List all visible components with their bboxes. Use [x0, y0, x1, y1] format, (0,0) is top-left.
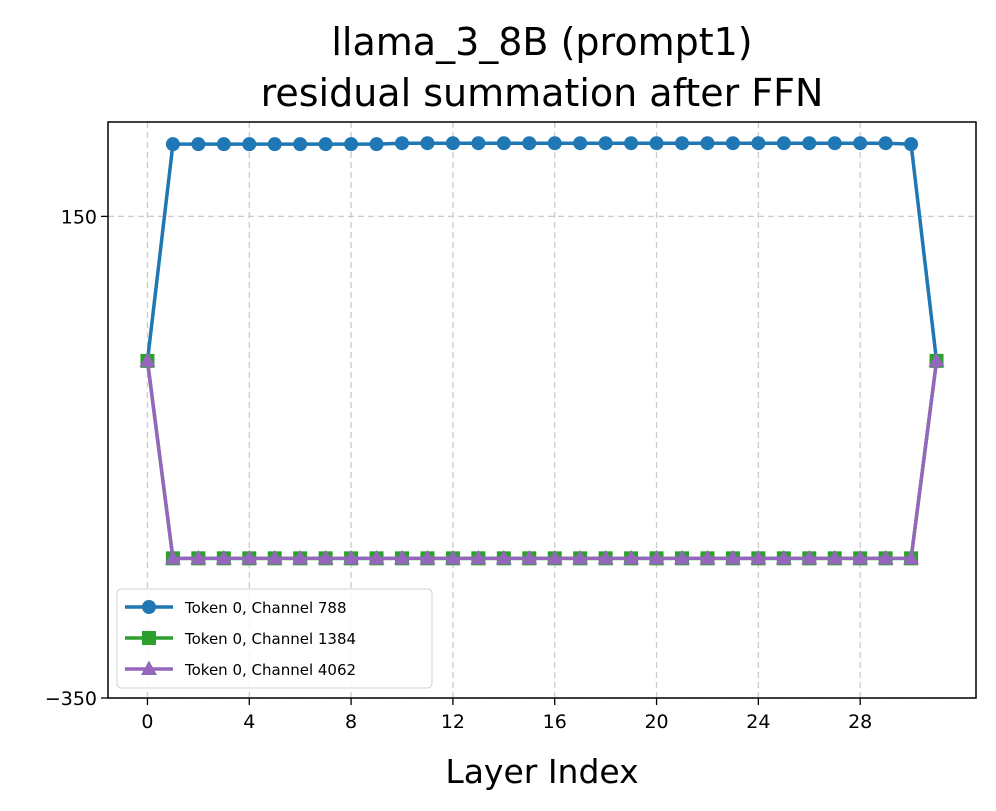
- line: [145, 141, 939, 362]
- marker: [827, 136, 842, 151]
- marker: [292, 549, 309, 565]
- marker: [775, 549, 792, 565]
- marker: [242, 137, 257, 152]
- marker: [241, 549, 258, 565]
- marker: [648, 549, 665, 565]
- marker: [598, 136, 613, 151]
- legend-label: Token 0, Channel 4062: [184, 661, 356, 679]
- y-tick-label: 150: [61, 206, 97, 228]
- chart-title: llama_3_8B (prompt1): [331, 20, 752, 64]
- marker: [802, 136, 817, 151]
- marker: [597, 549, 614, 565]
- marker: [751, 136, 766, 151]
- legend-label: Token 0, Channel 788: [184, 599, 347, 617]
- marker: [444, 549, 461, 565]
- marker: [215, 549, 232, 565]
- y-tick-label: −350: [45, 688, 97, 710]
- marker: [190, 549, 207, 565]
- line: [145, 360, 939, 561]
- marker: [776, 136, 791, 151]
- legend-box: [116, 588, 433, 689]
- legend-item: Token 0, Channel 4062: [125, 660, 356, 679]
- marker: [496, 136, 511, 151]
- marker: [624, 136, 639, 151]
- marker: [725, 136, 740, 151]
- marker: [853, 136, 868, 151]
- x-tick-label: 16: [543, 711, 567, 733]
- marker: [142, 600, 156, 614]
- legend-label: Token 0, Channel 1384: [184, 630, 356, 648]
- chart-title: residual summation after FFN: [261, 71, 824, 115]
- marker: [165, 137, 180, 152]
- x-tick-label: 20: [644, 711, 668, 733]
- marker: [267, 137, 282, 152]
- marker: [904, 137, 919, 152]
- marker: [317, 549, 334, 565]
- marker: [343, 549, 360, 565]
- marker: [750, 549, 767, 565]
- marker: [903, 549, 920, 565]
- marker: [852, 549, 869, 565]
- marker: [495, 549, 512, 565]
- marker: [164, 549, 181, 565]
- marker: [419, 549, 436, 565]
- marker: [522, 136, 537, 151]
- x-axis-label: Layer Index: [445, 752, 638, 791]
- legend-item: Token 0, Channel 788: [125, 599, 347, 617]
- legend-item: Token 0, Channel 1384: [125, 630, 356, 648]
- marker: [724, 549, 741, 565]
- marker: [420, 136, 435, 151]
- marker: [470, 549, 487, 565]
- marker: [826, 549, 843, 565]
- marker: [471, 136, 486, 151]
- x-tick-label: 4: [243, 711, 255, 733]
- x-tick-label: 0: [141, 711, 153, 733]
- marker: [675, 136, 689, 151]
- marker: [521, 549, 538, 565]
- marker: [395, 136, 409, 151]
- x-tick-label: 8: [345, 711, 357, 733]
- x-tick-label: 24: [746, 711, 770, 733]
- marker: [878, 136, 893, 151]
- marker: [293, 137, 308, 152]
- line: [145, 360, 939, 561]
- marker: [141, 660, 157, 675]
- marker: [216, 137, 231, 152]
- marker: [674, 549, 690, 565]
- marker: [344, 137, 359, 152]
- x-tick-label: 12: [441, 711, 465, 733]
- marker: [699, 549, 716, 565]
- plot-frame: [107, 121, 977, 699]
- marker: [572, 549, 589, 565]
- marker: [546, 549, 563, 565]
- marker: [547, 136, 562, 151]
- marker: [318, 137, 333, 152]
- marker: [142, 631, 156, 645]
- marker: [700, 136, 715, 151]
- marker: [877, 549, 894, 565]
- marker: [266, 549, 283, 565]
- marker: [801, 549, 818, 565]
- marker: [191, 137, 206, 152]
- marker: [139, 352, 156, 367]
- marker: [368, 549, 385, 565]
- marker: [573, 136, 588, 151]
- marker: [445, 136, 460, 151]
- marker: [623, 549, 640, 565]
- marker: [394, 549, 410, 565]
- x-tick-label: 28: [848, 711, 872, 733]
- marker: [369, 137, 384, 152]
- marker: [649, 136, 664, 151]
- marker: [928, 352, 945, 367]
